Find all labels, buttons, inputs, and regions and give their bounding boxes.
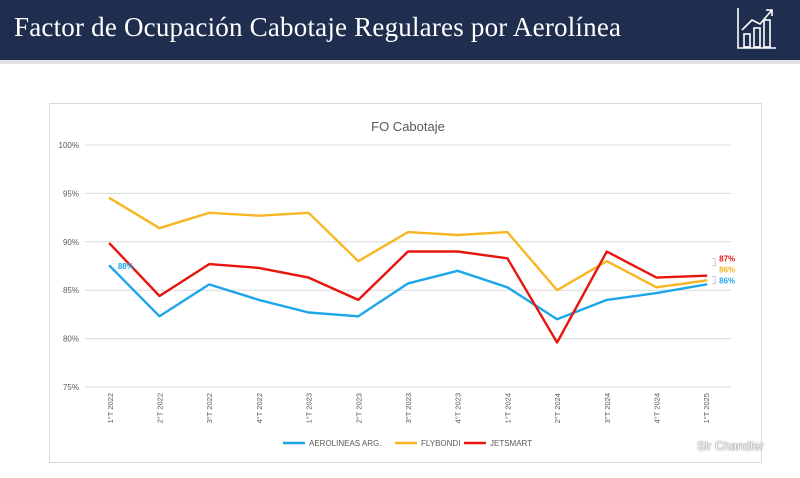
legend-label: AEROLINEAS ARG. bbox=[309, 439, 381, 448]
x-tick-label: 4°T 2022 bbox=[255, 393, 264, 423]
x-tick-label: 1°T 2025 bbox=[702, 393, 711, 423]
series-line-aerolineas-arg bbox=[108, 264, 708, 321]
x-tick-label: 3°T 2022 bbox=[205, 393, 214, 423]
line-chart: FO Cabotaje 75% 80% 85% 90% 95% 100% 1°T 2022 2°… bbox=[59, 119, 736, 448]
y-tick-label: 95% bbox=[63, 189, 79, 198]
header-divider bbox=[0, 60, 800, 64]
label-leader bbox=[712, 258, 716, 267]
chart-container: FO Cabotaje 75% 80% 85% 90% 95% 100% 1°T 2022 2°… bbox=[49, 103, 762, 463]
x-tick-label: 1°T 2022 bbox=[106, 393, 115, 423]
legend-label: JETSMART bbox=[490, 439, 532, 448]
data-label: 86% bbox=[719, 277, 735, 286]
chart-title: FO Cabotaje bbox=[371, 119, 445, 134]
x-tick-label: 1°T 2023 bbox=[305, 393, 314, 423]
data-label: 88% bbox=[118, 262, 134, 271]
x-tick-label: 4°T 2024 bbox=[652, 393, 661, 423]
x-tick-label: 1°T 2024 bbox=[503, 393, 512, 423]
bar-chart-growth-icon bbox=[737, 8, 776, 49]
legend-label: FLYBONDI bbox=[421, 439, 460, 448]
label-leader bbox=[712, 276, 716, 285]
page-title: Factor de Ocupación Cabotaje Regulares p… bbox=[14, 12, 622, 42]
y-tick-label: 80% bbox=[63, 335, 79, 344]
data-label: 86% bbox=[719, 266, 735, 275]
x-tick-label: 2°T 2023 bbox=[354, 393, 363, 423]
header-banner: Factor de Ocupación Cabotaje Regulares p… bbox=[0, 0, 800, 60]
series-line-jetsmart bbox=[108, 242, 708, 344]
data-label: 87% bbox=[719, 255, 735, 264]
x-tick-label: 2°T 2024 bbox=[553, 393, 562, 423]
x-tick-label: 3°T 2023 bbox=[404, 393, 413, 423]
x-tick-label: 2°T 2022 bbox=[156, 393, 165, 423]
watermark: Sir Chandler bbox=[697, 439, 764, 453]
y-tick-label: 100% bbox=[59, 141, 79, 150]
y-tick-label: 85% bbox=[63, 286, 79, 295]
x-tick-label: 3°T 2024 bbox=[603, 393, 612, 423]
y-tick-label: 90% bbox=[63, 238, 79, 247]
y-tick-label: 75% bbox=[63, 383, 79, 392]
x-tick-label: 4°T 2023 bbox=[454, 393, 463, 423]
series-line-flybondi bbox=[108, 196, 708, 292]
